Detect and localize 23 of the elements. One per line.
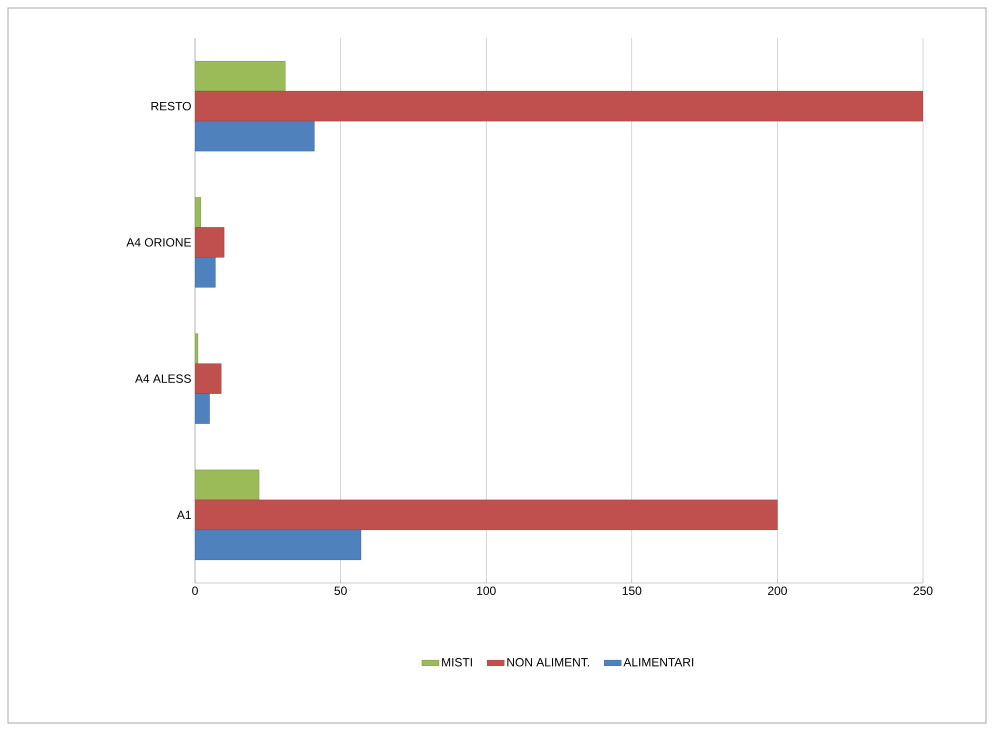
bar (195, 257, 216, 288)
bar (195, 470, 260, 500)
bar (195, 60, 286, 92)
bar (195, 393, 210, 424)
y-tick-label: A1 (176, 510, 191, 519)
x-tick-label: 100 (477, 586, 496, 595)
x-tick-label: 0 (192, 586, 198, 595)
y-tick-label: A4 ORIONE (126, 238, 191, 247)
bar (195, 500, 778, 530)
legend-label: NON ALIMENT. (507, 658, 589, 666)
x-tick-label: 250 (914, 586, 933, 595)
legend-label: ALIMENTARI (623, 658, 694, 666)
y-tick-label: A4 ALESS (135, 374, 191, 383)
x-tick-label: 200 (768, 586, 787, 595)
x-tick-label: 50 (334, 586, 347, 595)
y-tick-label: RESTO (152, 102, 191, 110)
legend-label: MISTI (442, 658, 472, 666)
bar (195, 227, 224, 258)
bar (195, 120, 315, 152)
bar (195, 90, 924, 122)
bar (195, 363, 222, 394)
x-tick-label: 150 (622, 586, 642, 595)
bar (195, 530, 362, 560)
